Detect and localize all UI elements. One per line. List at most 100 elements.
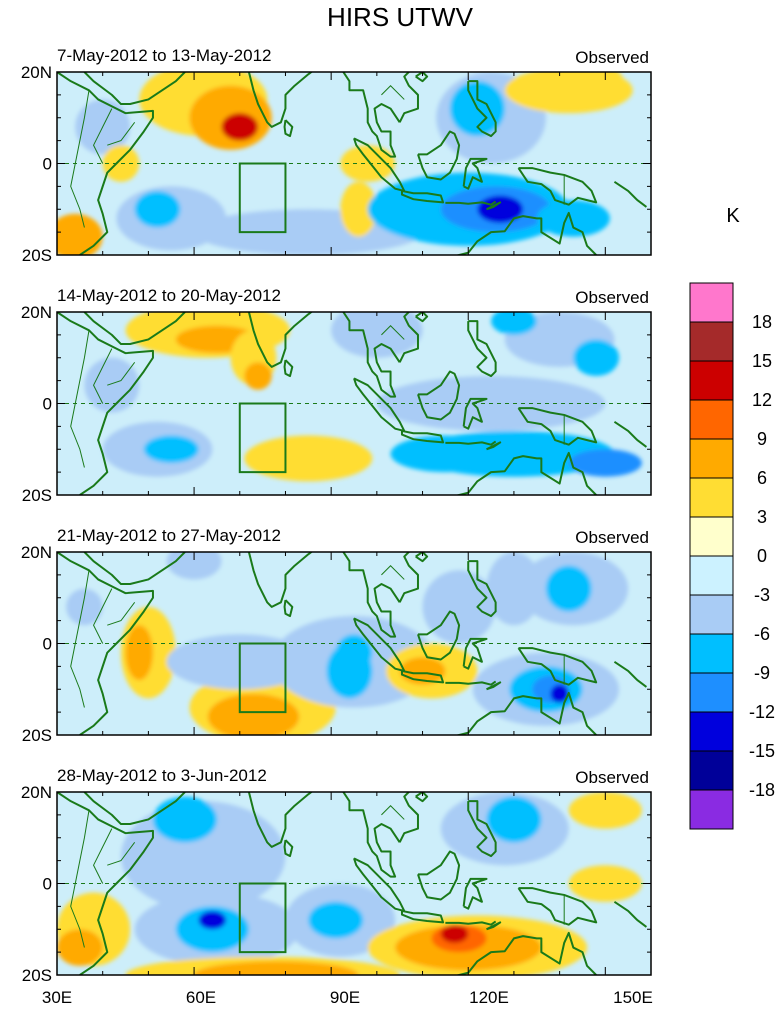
- border-line: [70, 570, 90, 708]
- anomaly-blob: [66, 588, 103, 626]
- colorbar-level-label: 0: [757, 546, 767, 566]
- coastline: [57, 792, 154, 975]
- panel-period: 7-May-2012 to 13-May-2012: [57, 46, 272, 65]
- anomaly-blob: [486, 552, 542, 626]
- colorbar-swatch: [689, 789, 734, 830]
- coastline: [445, 680, 497, 686]
- anomaly-field: [57, 529, 651, 735]
- lon-label-60e: 60E: [186, 988, 216, 1007]
- border-line: [340, 529, 354, 547]
- anomaly-blob: [486, 796, 542, 843]
- colorbar-swatch: [689, 360, 734, 401]
- coastline: [57, 552, 154, 735]
- coastline: [342, 312, 401, 398]
- coastline: [467, 320, 497, 378]
- coastline: [400, 189, 445, 204]
- border-line: [92, 828, 113, 884]
- coastline: [398, 312, 419, 363]
- map-panel-3: 20N 0 20S 21-May-2012 to 27-May-2012 Observe…: [21, 526, 652, 745]
- border-line: [381, 85, 405, 100]
- anomaly-blob: [57, 213, 103, 255]
- coastline: [468, 529, 477, 543]
- anomaly-blob: [134, 190, 181, 228]
- panel-tag: Observed: [575, 528, 649, 547]
- colorbar-level-label: 6: [757, 468, 767, 488]
- panel-period: 28-May-2012 to 3-Jun-2012: [57, 766, 267, 785]
- study-region-box: [238, 402, 287, 474]
- border-line: [340, 49, 354, 67]
- anomaly-blob: [491, 312, 537, 335]
- coastline: [246, 72, 314, 128]
- map-panel-4: 20N 0 20S 28-May-2012 to 3-Jun-2012 Observed: [21, 766, 652, 985]
- colorbar-level-label: -9: [754, 663, 770, 683]
- colorbar-swatch: [689, 438, 734, 479]
- anomaly-blob: [340, 145, 396, 182]
- longitude-axis: 30E 60E 90E 120E 150E: [42, 988, 653, 1007]
- colorbar-swatch: [689, 594, 734, 635]
- colorbar-level-label: 3: [757, 507, 767, 527]
- colorbar-swatch: [689, 750, 734, 791]
- colorbar-level-label: -15: [749, 741, 775, 761]
- coastline: [417, 850, 461, 901]
- coastline: [415, 312, 429, 323]
- colorbar-swatch: [689, 321, 734, 362]
- coastline: [83, 792, 186, 826]
- anomaly-blob: [545, 565, 592, 612]
- coastline: [415, 792, 429, 803]
- border-line: [381, 325, 405, 340]
- border-line: [70, 90, 90, 228]
- colorbar-swatch: [689, 555, 734, 596]
- border-line: [340, 769, 354, 787]
- coastline: [454, 691, 597, 735]
- colorbar-swatch: [689, 633, 734, 674]
- coastline: [83, 312, 186, 346]
- coastline: [462, 637, 488, 670]
- coastline: [454, 451, 597, 495]
- anomaly-blob: [125, 625, 153, 681]
- colorbar-swatch: [689, 477, 734, 518]
- study-region-box: [238, 162, 287, 234]
- border-line: [107, 602, 136, 626]
- lat-label: 0: [43, 875, 52, 894]
- anomaly-blob: [550, 684, 569, 703]
- colorbar-swatch: [689, 282, 734, 323]
- coastline: [283, 599, 294, 618]
- lat-label: 20N: [21, 63, 52, 82]
- coastline: [417, 130, 461, 181]
- border-line: [92, 108, 113, 164]
- coastline: [467, 800, 497, 858]
- coastline: [342, 552, 401, 638]
- coastline: [517, 647, 598, 686]
- lat-label: 20N: [21, 303, 52, 322]
- lat-label: 0: [43, 155, 52, 174]
- coastline: [613, 180, 648, 208]
- coastline: [445, 440, 497, 446]
- lat-label: 20S: [22, 486, 52, 505]
- coastline: [415, 552, 429, 563]
- anomaly-blob: [390, 435, 501, 473]
- coastline: [454, 211, 597, 255]
- coastline: [517, 407, 598, 446]
- coastline: [83, 72, 186, 106]
- coastline: [400, 429, 445, 444]
- panel-period: 21-May-2012 to 27-May-2012: [57, 526, 281, 545]
- border-line: [381, 565, 405, 580]
- border-line: [92, 588, 113, 644]
- coastline: [246, 552, 314, 608]
- coastline: [468, 289, 477, 303]
- anomaly-field: [57, 49, 651, 255]
- coastline: [467, 80, 497, 138]
- coastline: [462, 397, 488, 430]
- coastline: [517, 887, 598, 926]
- coastline: [445, 200, 497, 206]
- anomaly-blob: [152, 796, 217, 843]
- coastline: [246, 792, 314, 848]
- colorbar-level-label: 12: [752, 390, 772, 410]
- study-region-box: [238, 882, 287, 954]
- coastline: [342, 72, 401, 158]
- lat-label: 20S: [22, 966, 52, 985]
- anomaly-blob: [84, 357, 140, 413]
- anomaly-blob: [175, 906, 249, 953]
- coastline: [398, 72, 419, 123]
